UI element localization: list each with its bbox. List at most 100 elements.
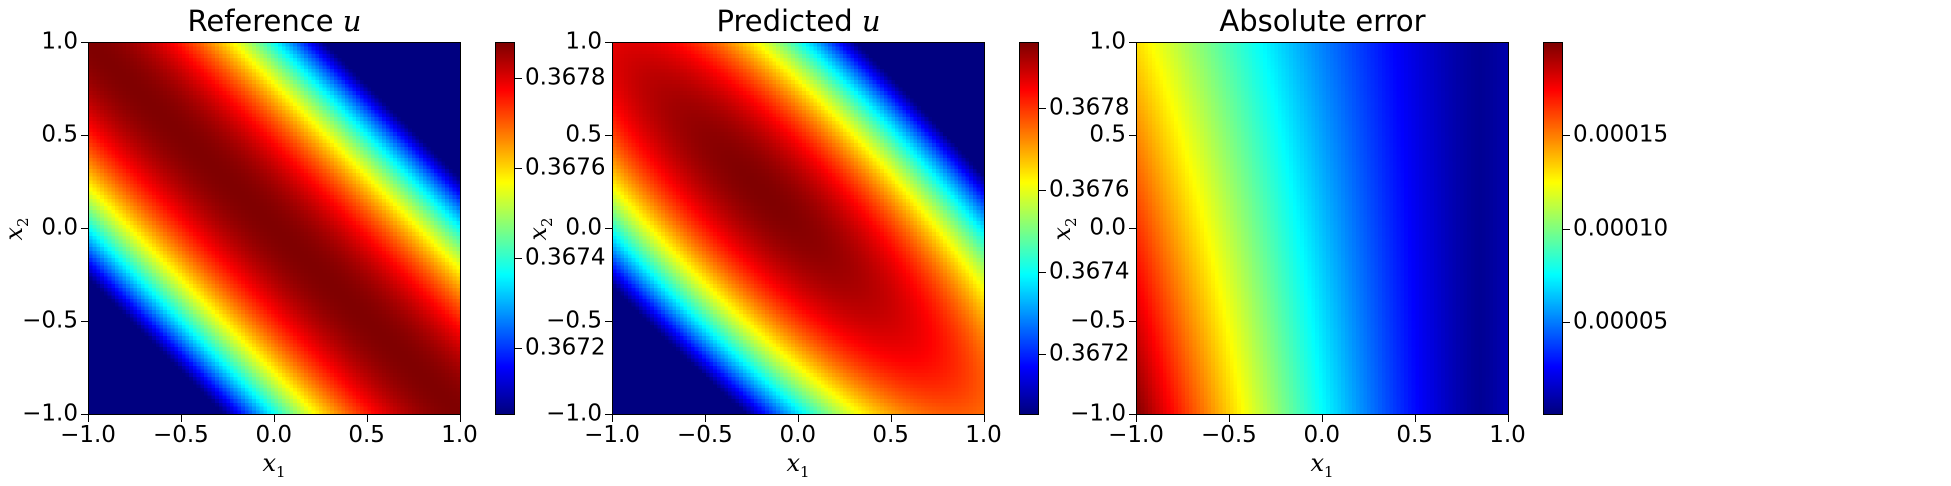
x-tick [459,415,461,422]
y-axis-label: x2 [0,216,32,241]
y-tick [81,42,88,43]
colorbar-tick-label: 0.00005 [1573,308,1669,335]
colorbar-tick-label: 0.3674 [525,244,606,271]
x-tick [180,415,182,422]
x-tick-label: −1.0 [1108,422,1164,448]
y-tick-label: −0.5 [1070,307,1126,334]
colorbar-tick [515,257,522,259]
chart-title: Reference u [188,4,362,38]
colorbar-gradient [1020,43,1038,414]
y-tick [81,413,88,415]
x-tick [983,415,985,422]
heatmap-cells [89,43,460,414]
x-tick-label: −0.5 [1200,422,1257,448]
colorbar [1019,42,1039,415]
x-tick [366,415,368,422]
colorbar-tick [1563,321,1570,323]
y-tick [605,227,612,229]
colorbar [1543,42,1563,415]
x-tick-label: 0.0 [1303,422,1341,448]
y-tick [81,227,88,229]
colorbar [495,42,515,415]
colorbar-tick-label: 0.3676 [525,154,606,181]
y-tick-label: −1.0 [1070,400,1126,426]
y-tick-label: −1.0 [22,400,78,426]
y-tick [1129,413,1136,415]
y-tick-label: 0.0 [41,214,78,241]
x-axis-label: x1 [1310,449,1334,481]
y-tick-label: 0.5 [1089,121,1126,148]
y-tick-label: −0.5 [546,307,602,334]
y-tick-label: 0.0 [1089,214,1126,241]
y-tick-label: 1.0 [41,28,78,55]
y-tick [81,134,88,136]
x-tick [612,415,613,422]
y-tick [81,320,88,322]
x-tick [273,415,275,422]
y-tick-label: 0.5 [41,121,78,148]
colorbar-gradient [496,43,514,414]
heatmap-cells [613,43,984,414]
x-tick-label: 0.0 [779,422,817,448]
y-tick [605,42,612,43]
x-tick [88,415,89,422]
x-tick-label: 0.0 [255,422,293,448]
colorbar-tick-label: 0.00015 [1573,121,1669,148]
chart-title-text: Predicted [716,4,862,38]
colorbar-tick [1563,135,1570,137]
x-tick-label: −0.5 [676,422,733,448]
colorbar-tick-label: 0.3678 [1049,94,1130,121]
x-tick [1507,415,1509,422]
chart-title-text: Absolute error [1219,4,1426,38]
x-tick-label: 0.5 [872,422,909,448]
x-tick [1414,415,1416,422]
colorbar-tick [515,77,522,79]
colorbar-tick-label: 0.3674 [1049,258,1130,285]
x-tick-label: 1.0 [965,422,1002,448]
heatmap-cells [1137,43,1508,414]
x-tick-label: −1.0 [584,422,640,448]
y-tick-label: 0.5 [565,121,602,148]
colorbar-tick-label: 0.3672 [525,334,606,361]
chart-title: Absolute error [1219,4,1425,38]
y-tick-label: 0.0 [565,214,602,241]
x-tick [1321,415,1323,422]
y-tick-label: −1.0 [546,400,602,426]
y-axis-label: x2 [524,216,556,241]
heatmap-plot [612,42,985,415]
y-tick [605,320,612,322]
colorbar-tick [1039,353,1046,355]
x-axis-label: x1 [786,449,810,481]
x-tick [1228,415,1230,422]
colorbar-tick [1039,107,1046,109]
x-tick-label: −1.0 [60,422,116,448]
colorbar-tick [1563,228,1570,230]
chart-title-variable: u [342,4,362,38]
colorbar-tick-label: 0.3678 [525,64,606,91]
y-tick-label: −0.5 [22,307,78,334]
heatmap-plot [88,42,461,415]
colorbar-tick [515,167,522,169]
y-tick [1129,227,1136,229]
y-tick-label: 1.0 [565,28,602,55]
y-tick [605,134,612,136]
y-tick-label: 1.0 [1089,28,1126,55]
x-tick [797,415,799,422]
y-tick [1129,42,1136,43]
x-tick [1136,415,1137,422]
y-tick [1129,134,1136,136]
colorbar-tick [515,347,522,349]
colorbar-tick [1039,271,1046,273]
x-tick [890,415,892,422]
y-axis-label: x2 [1048,216,1080,241]
x-tick-label: 1.0 [1489,422,1526,448]
colorbar-tick-label: 0.00010 [1573,215,1669,241]
colorbar-tick-label: 0.3676 [1049,176,1130,203]
x-tick-label: 0.5 [1396,422,1433,448]
chart-title: Predicted u [716,4,880,38]
chart-title-variable: u [861,4,881,38]
y-tick [1129,320,1136,322]
colorbar-tick-label: 0.3672 [1049,340,1130,367]
x-tick-label: −0.5 [152,422,209,448]
x-tick [704,415,706,422]
